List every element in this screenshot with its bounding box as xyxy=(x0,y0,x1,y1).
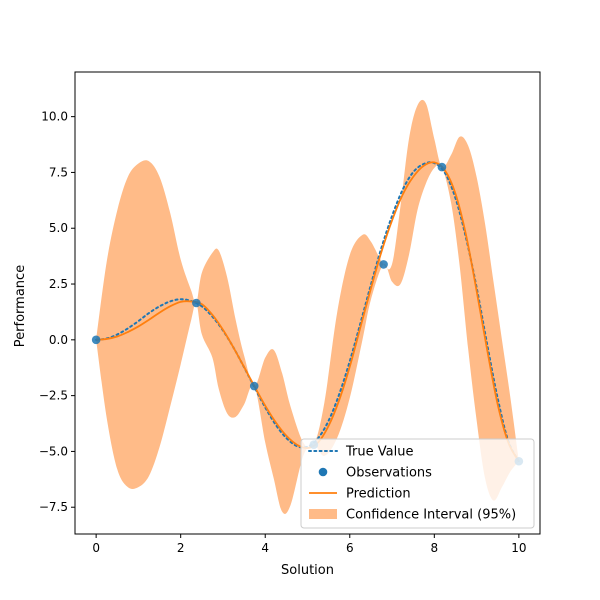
y-tick-label: 5.0 xyxy=(49,221,68,235)
legend: True Value Observations Prediction Confiden… xyxy=(300,438,535,529)
observation-point xyxy=(379,260,388,269)
y-tick-label: 10.0 xyxy=(41,110,68,124)
legend-item: Confidence Interval (95%) xyxy=(309,508,516,523)
x-tick-label: 4 xyxy=(261,541,269,555)
confidence-band xyxy=(96,99,519,514)
x-tick-label: 8 xyxy=(430,541,438,555)
observation-point xyxy=(192,298,201,308)
legend-swatch-confidence xyxy=(309,509,337,519)
y-tick-label: −7.5 xyxy=(39,500,68,514)
legend-swatch-observations xyxy=(318,467,328,477)
y-tick-label: −5.0 xyxy=(39,444,68,458)
legend-item: True Value xyxy=(308,445,413,460)
observation-point xyxy=(437,162,447,172)
y-tick-label: 0.0 xyxy=(49,333,68,347)
y-tick-label: 2.5 xyxy=(49,277,68,291)
legend-label: Prediction xyxy=(346,487,411,502)
axes: 0 2 4 6 8 10 −7.5 −5.0 −2.5 0.0 2.5 5.0 7.5 10.0 xyxy=(39,71,541,555)
y-tick-label: −2.5 xyxy=(39,389,68,403)
legend-label: Observations xyxy=(346,466,432,481)
x-axis-label: Solution xyxy=(281,563,334,578)
legend-item: Prediction xyxy=(309,487,411,502)
observation-point xyxy=(91,335,101,345)
y-tick-label: 7.5 xyxy=(49,165,68,179)
legend-item: Observations xyxy=(318,466,432,481)
axes-frame xyxy=(74,71,541,535)
x-tick-label: 0 xyxy=(92,541,100,555)
legend-label: True Value xyxy=(345,445,413,460)
x-tick-label: 2 xyxy=(177,541,185,555)
y-axis-label: Performance xyxy=(13,265,28,347)
legend-label: Confidence Interval (95%) xyxy=(346,508,516,523)
legend-box xyxy=(300,438,535,529)
observation-point xyxy=(249,381,259,391)
x-tick-label: 10 xyxy=(511,541,526,555)
x-tick-label: 6 xyxy=(346,541,354,555)
